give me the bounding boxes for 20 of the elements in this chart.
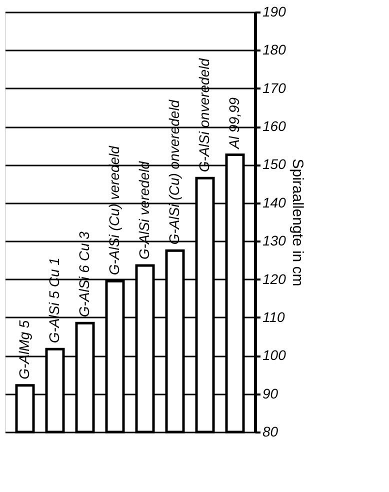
x-tick-label: G-AlMg 5 bbox=[16, 320, 32, 380]
y-tick-label: 80 bbox=[262, 424, 278, 440]
x-tick-label: Al 99,99 bbox=[226, 97, 242, 150]
x-tick-label: G-AlSi (Cu) onveredeld bbox=[166, 98, 182, 245]
y-tick-label: 160 bbox=[262, 118, 286, 134]
y-tick-label: 180 bbox=[262, 42, 286, 58]
y-tick-label: 140 bbox=[262, 194, 286, 210]
y-tick-label: 130 bbox=[262, 232, 286, 249]
x-tick-label: G-AlSi 6 Cu 3 bbox=[76, 231, 92, 318]
y-tick-label: 100 bbox=[262, 347, 286, 364]
y-tick-label: 90 bbox=[262, 385, 278, 402]
y-tick-label: 110 bbox=[262, 308, 286, 325]
y-tick-label: 120 bbox=[262, 270, 286, 287]
x-tick-label: G-AlSi veredeld bbox=[136, 160, 152, 260]
x-tick-label: G-AlSi onveredeld bbox=[196, 57, 212, 172]
y-tick-label: 190 bbox=[262, 4, 286, 20]
y-axis-title: Spiraallengte in cm bbox=[288, 158, 306, 286]
y-tick-label: 150 bbox=[262, 156, 286, 172]
x-tick-label: G-AlSi (Cu) veredeld bbox=[106, 144, 122, 276]
y-tick-label: 170 bbox=[262, 80, 286, 96]
